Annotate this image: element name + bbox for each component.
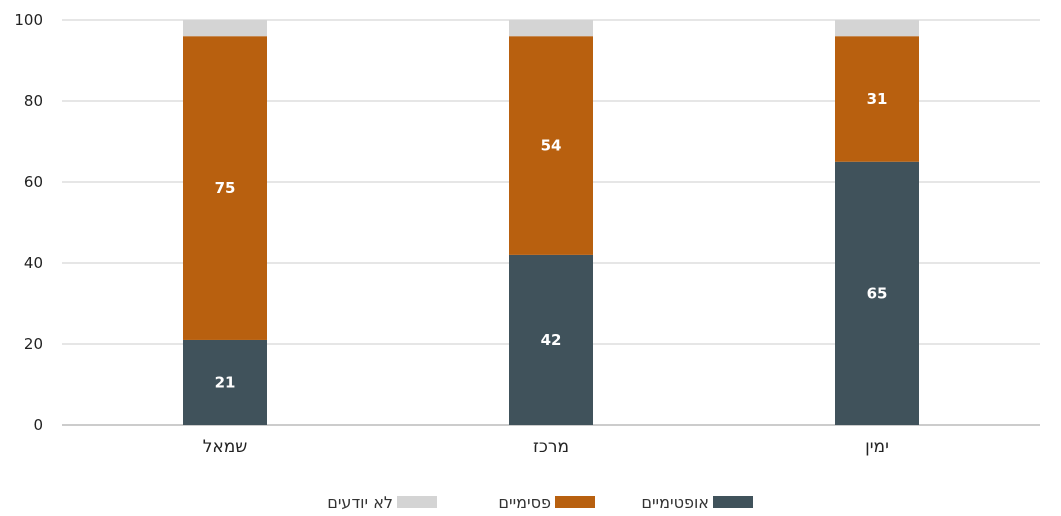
bar-segment [835,36,919,162]
bar-segment [509,20,593,37]
data-label: 54 [541,137,562,155]
category-label: שמאל [203,437,248,457]
legend-swatch [397,496,437,508]
category-label: מרכז [533,437,569,457]
legend-label: פסימיים [498,493,551,512]
legend-label: אופטימיים [641,493,709,512]
legend-item: לא יודעים [327,493,437,512]
data-label: 31 [867,90,888,108]
bar-segment [509,36,593,255]
bars [183,20,919,425]
legend-item: פסימיים [498,493,595,512]
bar-segment [835,20,919,37]
x-axis-categories: שמאל מרכז ימין [203,437,889,457]
data-label: 75 [215,179,236,197]
bar-segment [835,161,919,425]
bar-segment [183,20,267,37]
data-label: 21 [215,373,236,391]
y-tick-label: 100 [14,11,43,29]
y-axis-ticks: 0 20 40 60 80 100 [14,11,43,434]
bar-segment [183,339,267,425]
y-tick-label: 60 [24,173,43,191]
y-tick-label: 40 [24,254,43,272]
y-tick-label: 20 [24,335,43,353]
data-labels: 21 75 42 54 65 31 [215,90,888,392]
y-tick-label: 80 [24,92,43,110]
legend-item: אופטימיים [641,493,753,512]
data-label: 65 [867,284,888,302]
legend-swatch [713,496,753,508]
y-tick-label: 0 [33,416,43,434]
bar-segment [183,36,267,340]
data-label: 42 [541,331,562,349]
legend-label: לא יודעים [327,493,393,512]
bar-segment [509,254,593,425]
legend: אופטימיים פסימיים לא יודעים [327,493,753,512]
category-label: ימין [865,437,889,457]
legend-swatch [555,496,595,508]
